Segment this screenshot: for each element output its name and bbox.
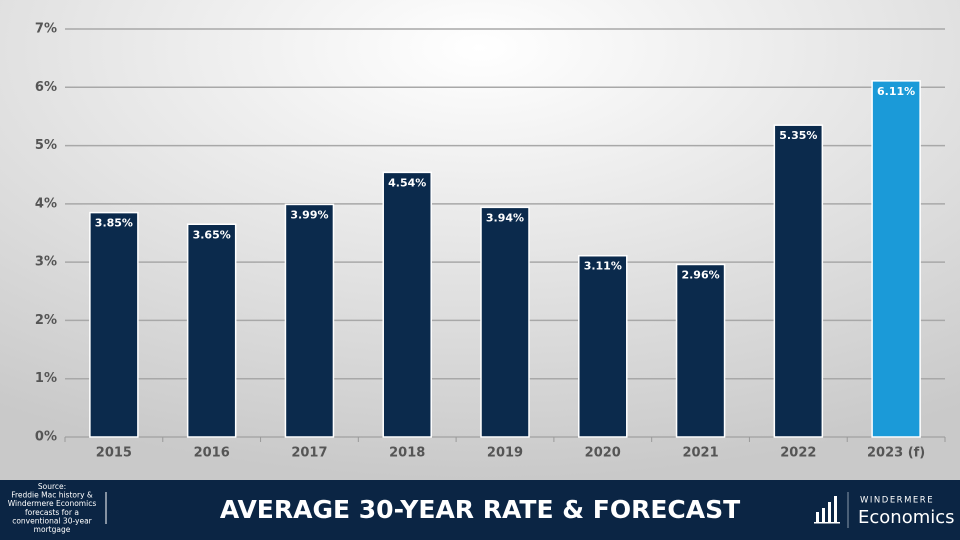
- value-label: 3.94%: [486, 211, 524, 224]
- logo-icon: [814, 496, 840, 524]
- value-label: 3.85%: [95, 217, 133, 230]
- x-tick-label: 2018: [389, 446, 425, 461]
- x-tick-label: 2023 (f): [867, 446, 925, 461]
- value-label: 6.11%: [877, 85, 915, 98]
- x-tick-label: 2019: [487, 446, 523, 461]
- y-tick-label: 3%: [35, 255, 57, 270]
- bar: [773, 124, 824, 438]
- value-label: 3.11%: [584, 260, 622, 273]
- chart-title: AVERAGE 30-YEAR RATE & FORECAST: [220, 495, 740, 524]
- source-text: Windermere Economics: [8, 499, 97, 508]
- source-text: forecasts for a: [25, 508, 79, 517]
- bar: [578, 254, 628, 438]
- x-tick-label: 2022: [780, 446, 816, 461]
- brand-name: WINDERMERE: [860, 496, 934, 506]
- x-tick-label: 2015: [96, 446, 132, 461]
- y-tick-label: 5%: [35, 138, 57, 153]
- footer: [0, 480, 960, 540]
- y-tick-label: 2%: [35, 313, 57, 328]
- y-tick-label: 7%: [35, 22, 57, 37]
- value-label: 3.65%: [193, 228, 231, 241]
- x-tick-label: 2021: [682, 446, 718, 461]
- bar: [480, 206, 530, 438]
- bar: [871, 80, 921, 438]
- bar: [284, 203, 335, 438]
- bar: [89, 211, 139, 438]
- value-label: 5.35%: [779, 129, 817, 142]
- value-label: 2.96%: [681, 268, 719, 281]
- bar: [186, 223, 237, 438]
- x-tick-label: 2016: [194, 446, 230, 461]
- source-text: Freddie Mac history &: [11, 491, 93, 500]
- value-label: 3.99%: [290, 208, 328, 221]
- x-tick-label: 2017: [291, 446, 327, 461]
- y-tick-label: 0%: [35, 430, 57, 445]
- source-text: mortgage: [34, 525, 71, 534]
- source-text: conventional 30-year: [12, 516, 92, 525]
- x-tick-label: 2020: [585, 446, 621, 461]
- value-label: 4.54%: [388, 176, 426, 189]
- bar: [675, 263, 726, 438]
- y-tick-label: 6%: [35, 80, 57, 95]
- y-tick-label: 4%: [35, 196, 57, 211]
- bar: [382, 171, 432, 438]
- brand-product: Economics: [858, 507, 955, 528]
- y-tick-label: 1%: [35, 371, 57, 386]
- source-text: Source:: [38, 482, 66, 491]
